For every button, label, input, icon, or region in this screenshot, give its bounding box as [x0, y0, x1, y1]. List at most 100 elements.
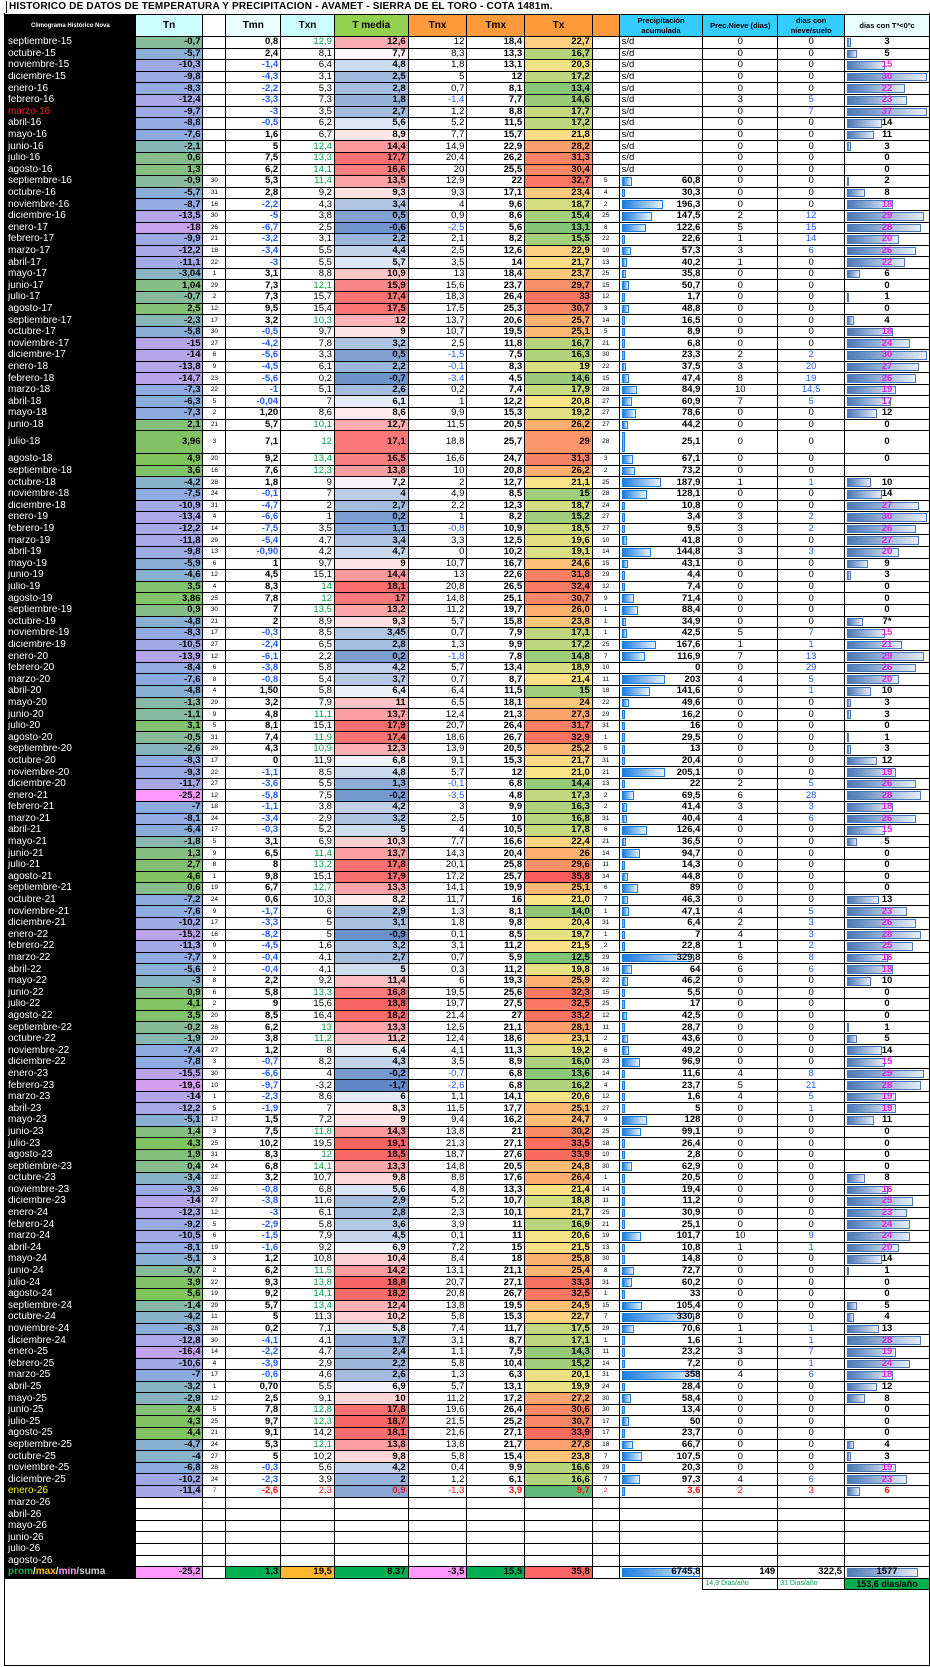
cell-value: 69,5 [681, 789, 701, 801]
cell-dias-bajo-cero: 14 [844, 487, 930, 501]
cell-tmx: 6,3 [466, 1369, 526, 1382]
cell-tmedia: 0,9 [333, 1485, 409, 1498]
cell-tn-day: 17 [202, 824, 227, 837]
footer-notes-spacer [6, 1578, 703, 1589]
cell-tmn: -2,2 [225, 1345, 282, 1359]
cell-tx: 30,7 [524, 302, 593, 316]
cell-label: octubre-17 [5, 325, 136, 339]
cell-precip: 96,9 [618, 1056, 704, 1069]
cell-tmn: -0,90 [225, 545, 282, 559]
cell-tmn: 1,2 [225, 1253, 282, 1266]
cell-tn-day: 28 [202, 476, 227, 489]
cell-tx: 26,4 [524, 1172, 593, 1185]
cell-tmx: 7,4 [466, 383, 526, 397]
cell-tnx: 8,3 [407, 47, 468, 61]
cell-tmn: -2,2 [225, 82, 282, 95]
cell-txn: 16,4 [280, 1009, 335, 1023]
cell-tx-day: 19 [591, 1229, 620, 1243]
cell-tx-day [591, 151, 620, 165]
cell-tmx: 10,4 [466, 1357, 526, 1371]
cell-dias-bajo-cero: 23 [844, 905, 930, 918]
cell-tx-day: 24 [591, 499, 620, 513]
cell-tmedia: 15,9 [333, 279, 409, 293]
table-row: mayo-24 -5,1 3 1,2 10,8 10,4 8,4 18 25,8 30 14,8 0 0… [5, 1253, 930, 1266]
cell-tn: 1,04 [134, 279, 204, 293]
cell-label: julio-22 [5, 998, 136, 1011]
cell-tnx: 0,3 [407, 963, 468, 976]
cell-tmn: 3,8 [225, 1032, 282, 1046]
cell-prec-nieve: 4 [702, 673, 779, 687]
cell-value: s/d [621, 48, 635, 59]
header-prec-nieve: Prec.Nieve (dias) [702, 14, 779, 37]
dias-bajo-cero-bar [847, 756, 877, 766]
cell-tn: -10,2 [134, 916, 204, 930]
cell-value: s/d [621, 152, 635, 164]
cell-value: 22 [881, 256, 893, 268]
cell-value: 16 [881, 952, 893, 964]
cell-tn: -3 [134, 974, 204, 988]
cell-tx: 23,1 [524, 1032, 593, 1046]
cell-tnx: 13,1 [407, 1264, 468, 1278]
table-row: febrero-21 -7 18 -1,1 3,8 4,2 3 9,9 16,3 2 41,4 3 3 1… [5, 801, 930, 814]
cell-prec-nieve: 0 [702, 998, 779, 1011]
table-row: junio-17 1,04 29 7,3 12,1 15,9 15,6 23,7 29,7 15 5… [5, 279, 930, 293]
cell-tmn: 8,3 [225, 580, 282, 594]
cell-tx: 17,1 [524, 1334, 593, 1347]
cell-tmedia: 5,8 [333, 1322, 409, 1336]
cell-tnx: -2,5 [407, 221, 468, 235]
cell-tnx: 7,2 [407, 1241, 468, 1255]
cell-tn: -7,4 [134, 1044, 204, 1058]
cell-tx-day: 1 [591, 627, 620, 640]
dias-bajo-cero-bar [847, 768, 897, 777]
dias-bajo-cero-bar [847, 1023, 850, 1032]
cell-label: septiembre-19 [5, 603, 136, 617]
cell-tn-day: 16 [202, 464, 227, 478]
cell-dias-bajo-cero: 6 [844, 267, 930, 281]
cell-dias-bajo-cero: 21 [844, 638, 930, 652]
cell-precip: 10,8 [618, 1241, 704, 1255]
cell-precip: s/d [618, 140, 704, 153]
cell-value: 7 [695, 929, 701, 940]
cell-dias-bajo-cero: 0 [844, 986, 930, 1000]
cell-prec-nieve: 0 [702, 615, 779, 629]
cell-precip: 47,1 [618, 905, 704, 918]
cell-value: 5 [884, 1300, 890, 1311]
cell-dias-nieve: 0 [777, 1450, 846, 1463]
cell-tnx: 5,7 [407, 766, 468, 779]
cell-tmn: 7,3 [225, 291, 282, 304]
table-row: junio-24 -0,7 2 6,2 11,5 14,2 13,1 21,1 25,4 8 72,… [5, 1264, 930, 1278]
cell-value: 28 [881, 929, 893, 940]
cell-precip: 25,1 [618, 1218, 704, 1231]
cell-value: 19 [881, 1462, 893, 1474]
cell-tx: 17,7 [524, 105, 593, 119]
cell-tnx: 3,9 [407, 1218, 468, 1231]
precip-bar [621, 420, 628, 430]
cell-prec-nieve: 1 [702, 1334, 779, 1347]
cell-tx-day: 22 [591, 974, 620, 988]
cell-tmedia: 3,4 [333, 534, 409, 547]
cell-tmx: 25,5 [466, 163, 526, 177]
cell-prec-nieve: 0 [702, 1311, 779, 1324]
cell-tmedia: 2,6 [333, 1369, 409, 1382]
cell-value: 3 [884, 36, 890, 48]
cell-value: 28 [881, 789, 893, 801]
cell-tmx: 27,1 [466, 1427, 526, 1440]
cell-dias-bajo-cero: 3 [844, 696, 930, 710]
cell-tmx: 8,1 [466, 82, 526, 95]
cell-tx-day [591, 82, 620, 95]
cell-txn: 12,9 [280, 36, 335, 49]
cell-dias-nieve: 0 [777, 267, 846, 281]
cell-tn: -12,2 [134, 522, 204, 536]
cell-label: mayo-17 [5, 267, 136, 281]
cell-precip: 70,6 [618, 1322, 704, 1336]
cell-tx-day: 6 [591, 882, 620, 895]
cell-tmedia: 8,2 [333, 893, 409, 907]
table-row: marzo-20 -7,6 8 -0,8 5,4 3,7 0,7 8,7 21,4 11 203 4 5… [5, 673, 930, 687]
cell-value: 7,2 [687, 1358, 701, 1369]
cell-tmedia: 3,2 [333, 940, 409, 953]
cell-tx: 25,1 [524, 325, 593, 339]
cell-value: 18 [881, 326, 893, 338]
cell-prec-nieve: 0 [702, 70, 779, 84]
cell-txn: 2 [280, 499, 335, 513]
cell-tmx: 8,2 [466, 233, 526, 246]
